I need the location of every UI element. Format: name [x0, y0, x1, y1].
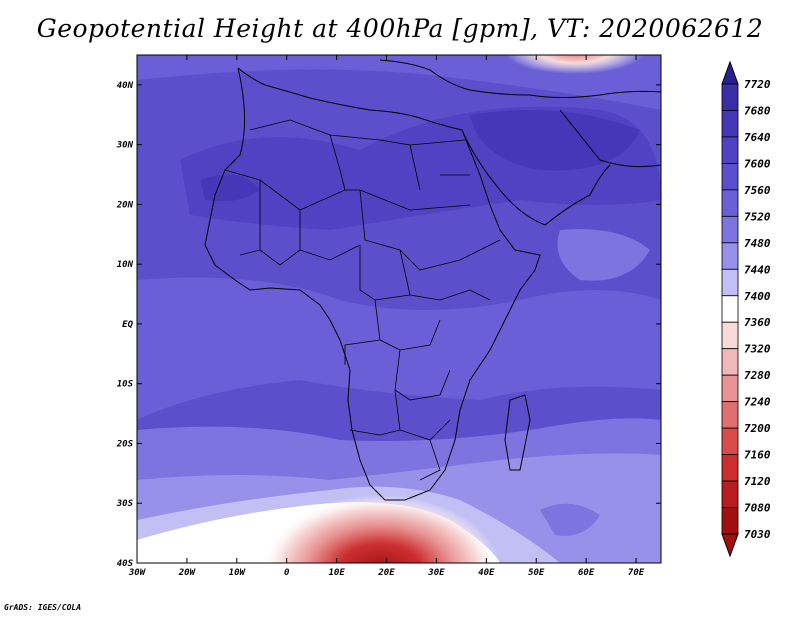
lat-tick-label: 40N [117, 81, 134, 91]
colorbar-swatch [721, 295, 739, 323]
lon-tick-label: 30W [128, 568, 147, 578]
colorbar-level-label: 7520 [744, 210, 771, 223]
colorbar-swatch [721, 189, 739, 217]
colorbar-swatch [721, 268, 739, 297]
colorbar-swatch [721, 480, 739, 508]
colorbar-level-label: 7200 [744, 422, 771, 435]
colorbar-level-label: 7440 [744, 263, 771, 276]
colorbar-level-label: 7280 [744, 369, 771, 382]
colorbar-level-label: 7400 [744, 290, 771, 303]
colorbar-swatch [721, 215, 739, 244]
colorbar-level-label: 7030 [744, 528, 771, 541]
colorbar-level-label: 7360 [744, 316, 771, 329]
credit-label: GrADS: IGES/COLA [4, 603, 82, 612]
plot-frame [136, 54, 662, 564]
lon-tick-label: 0 [284, 568, 290, 578]
colorbar-bottom-arrow [721, 533, 739, 558]
colorbar-level-label: 7560 [744, 184, 771, 197]
coastlines [204, 59, 661, 501]
lat-tick-label: 40S [117, 559, 134, 569]
lat-tick-label: 10N [117, 260, 134, 270]
lat-tick-label: EQ [122, 320, 133, 330]
lat-tick-label: 30S [116, 499, 134, 509]
colorbar-level-label: 7320 [744, 343, 771, 356]
colorbar-level-label: 7600 [744, 157, 771, 170]
longitude-axis: 30W 20W 10W 0 10E 20E 30E 40E 50E 60E 70E [128, 55, 645, 578]
lon-tick-label: 30E [427, 568, 445, 578]
lat-tick-label: 20N [116, 200, 134, 210]
map-title: Geopotential Height at 400hPa [gpm], VT:… [36, 14, 764, 43]
colorbar-swatch [721, 427, 739, 455]
colorbar-top-arrow [721, 60, 739, 85]
colorbar-swatch [721, 507, 739, 535]
colorbar-level-label: 7080 [744, 502, 771, 515]
lon-tick-label: 40E [478, 568, 495, 578]
colorbar-swatch [721, 401, 739, 429]
colorbar-level-label: 7720 [744, 78, 771, 91]
lon-tick-label: 70E [628, 568, 645, 578]
colorbar-swatch [721, 110, 739, 138]
colorbar-swatch [721, 242, 739, 270]
lat-tick-label: 10S [117, 380, 134, 390]
latitude-axis: 40N 30N 20N 10N EQ 10S 20S 30S 40S [116, 81, 661, 569]
colorbar: 7720 7680 7640 7600 7560 7520 7480 7440 7400 7360… [721, 60, 771, 558]
lon-tick-label: 10W [229, 568, 247, 578]
country-borders [224, 119, 501, 481]
colorbar-swatch [721, 454, 739, 482]
colorbar-level-label: 7640 [744, 131, 771, 144]
lon-tick-label: 60E [578, 568, 595, 578]
colorbar-swatch [721, 83, 739, 111]
colorbar-swatch [721, 321, 739, 350]
colorbar-swatch [721, 163, 739, 191]
colorbar-level-label: 7120 [744, 475, 771, 488]
colorbar-level-label: 7680 [744, 104, 771, 117]
lat-tick-label: 20S [116, 439, 134, 449]
lon-tick-label: 10E [328, 568, 345, 578]
colorbar-swatch [721, 136, 739, 164]
lon-tick-label: 50E [528, 568, 545, 578]
colorbar-level-label: 7480 [744, 237, 771, 250]
colorbar-swatch [721, 348, 739, 376]
lat-tick-label: 30N [116, 141, 134, 151]
height-field [137, 55, 661, 563]
colorbar-swatch [721, 374, 739, 403]
lon-tick-label: 20E [377, 568, 395, 578]
colorbar-level-label: 7160 [744, 449, 771, 462]
colorbar-level-label: 7240 [744, 396, 771, 409]
lon-tick-label: 20W [178, 568, 197, 578]
